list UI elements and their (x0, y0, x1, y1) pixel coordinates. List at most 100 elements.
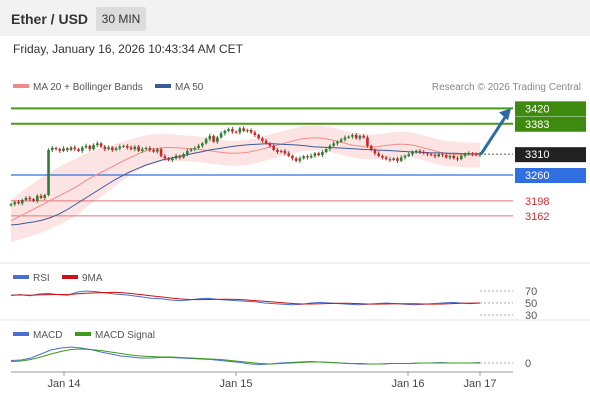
candle-body (35, 195, 39, 201)
candle-body (403, 155, 407, 158)
forecast-arrow-shaft (479, 113, 509, 155)
ma20-legend-swatch (13, 84, 29, 88)
x-tick-label: Jan 17 (463, 378, 496, 390)
candle-body (369, 145, 373, 150)
timeframe-button[interactable]: 30 MIN (96, 7, 146, 31)
candle-body (264, 140, 268, 144)
candle-body (122, 145, 125, 147)
candle-body (144, 147, 148, 150)
candle-body (328, 145, 332, 150)
macd-panel: 0 (10, 346, 531, 370)
candle-body (50, 147, 54, 150)
candle-body (332, 143, 335, 146)
level-tags: 3420 3383 3310 3260 3198 3162 (515, 101, 586, 223)
candle-body (193, 147, 197, 150)
candle-body (111, 147, 114, 150)
candle-body (62, 148, 65, 151)
rsi-tick-30: 30 (525, 310, 537, 322)
candle-body (156, 149, 159, 152)
candle-body (9, 204, 13, 206)
macd-legend-label: MACD (33, 330, 62, 341)
candle-body (306, 156, 309, 158)
candle-body (381, 155, 384, 158)
macd-tick-0: 0 (525, 358, 531, 370)
candle-body (422, 152, 426, 154)
macd-legend-swatch (13, 332, 29, 336)
candle-body (268, 143, 272, 146)
level-tag-text-3260: 3260 (525, 170, 549, 182)
level-tag-3383 (515, 116, 586, 132)
level-tag-text-3383: 3383 (525, 119, 549, 131)
forecast-arrow (479, 108, 511, 155)
rsi-line (10, 290, 481, 306)
x-axis: Jan 14 Jan 15 Jan 16 Jan 17 (11, 371, 513, 390)
candle-body (223, 130, 227, 134)
candle-body (351, 135, 354, 137)
candle-body (80, 147, 84, 151)
candle-body (84, 145, 88, 148)
candle-body (291, 155, 294, 159)
candle-body (137, 146, 140, 151)
candle-body (388, 159, 392, 161)
candle-body (47, 150, 50, 195)
candle-body (73, 147, 77, 150)
candle-body (204, 139, 208, 144)
candle-body (366, 137, 369, 146)
candle-body (339, 139, 343, 142)
candle-body (317, 153, 320, 155)
candle-body (216, 137, 219, 142)
candle-body (141, 149, 144, 151)
candle-body (32, 199, 35, 201)
candle-body (163, 156, 167, 159)
ma20-legend-label: MA 20 + Bollinger Bands (33, 82, 143, 93)
ma50-legend-label: MA 50 (175, 82, 204, 93)
candle-body (103, 146, 107, 150)
candle-body (343, 137, 347, 140)
x-tick-label: Jan 14 (47, 378, 80, 390)
candle-body (452, 155, 456, 159)
candle-body (231, 129, 234, 132)
candle-body (69, 147, 73, 150)
rsi-ma-legend-label: 9MA (82, 273, 103, 284)
candle-body (437, 154, 441, 157)
candle-body (107, 147, 110, 150)
rsi-tick-50: 50 (525, 298, 537, 310)
candle-body (414, 150, 418, 153)
copyright-text: Research © 2026 Trading Central (432, 82, 581, 93)
candle-body (95, 143, 99, 145)
rsi-legend-swatch (13, 275, 29, 279)
candle-body (28, 197, 32, 200)
candle-body (171, 158, 174, 160)
candle-body (118, 146, 122, 149)
chart-panel: Friday, January 16, 2026 10:43:34 AM CET… (0, 36, 590, 400)
candle-body (471, 153, 474, 155)
rsi-ma-legend-swatch (62, 275, 78, 279)
candle-body (298, 158, 302, 161)
candle-body (362, 135, 365, 138)
candle-body (313, 153, 317, 156)
rsi-ma-line (10, 291, 481, 305)
candle-body (197, 145, 200, 148)
candlesticks (9, 126, 482, 207)
candle-body (441, 154, 444, 156)
candle-body (212, 135, 215, 142)
candle-body (309, 155, 313, 158)
candle-body (276, 150, 279, 153)
candle-body (257, 135, 260, 139)
bollinger-band (11, 125, 480, 243)
ma20-line (10, 137, 480, 222)
forecast-arrow-head (499, 108, 511, 121)
date-label: Friday, January 16, 2026 10:43:34 AM CET (13, 42, 244, 56)
candle-body (58, 149, 62, 151)
candle-body (92, 145, 95, 150)
candle-body (167, 158, 170, 160)
candle-body (39, 195, 43, 198)
candle-body (246, 130, 249, 131)
candle-body (238, 128, 242, 133)
candle-body (283, 150, 287, 154)
candle-body (354, 135, 358, 139)
macd-signal-legend-swatch (75, 332, 91, 336)
level-tag-text-3310: 3310 (525, 149, 549, 161)
bollinger-band-area (11, 125, 480, 243)
candle-body (152, 150, 155, 152)
